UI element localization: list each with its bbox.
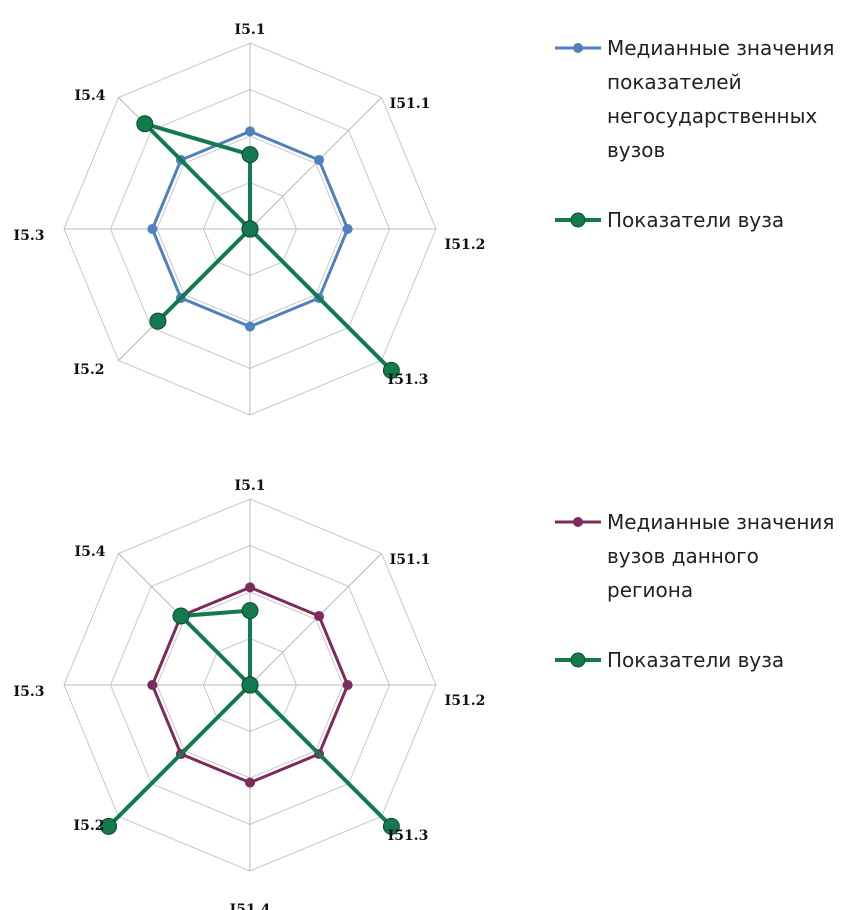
axis-label-I5.4: I5.4 — [75, 544, 106, 560]
legend-item-1: Медианные значения показателей негосударст… — [555, 36, 834, 162]
legend-label-line: негосударственных — [607, 104, 817, 128]
legend-label-line: Показатели вуза — [607, 648, 784, 672]
axis-label-I51.2: I51.2 — [445, 237, 486, 253]
axis-label-I51.3: I51.3 — [388, 828, 429, 844]
legend-swatch-marker — [570, 652, 586, 668]
data-point-I5.1 — [245, 126, 255, 137]
data-point-I51.1 — [314, 154, 325, 165]
data-point-I5.3 — [147, 680, 158, 690]
data-point-I51.2 — [342, 680, 353, 690]
data-point-I51.2 — [342, 224, 353, 234]
legend-label-line: вузов — [607, 138, 665, 162]
data-point-I5.1 — [245, 582, 255, 593]
axis-label-I5.2: I5.2 — [74, 818, 105, 834]
legend-item-2: Показатели вуза — [555, 648, 784, 672]
axis-label-I51.2: I51.2 — [445, 693, 486, 709]
data-point-I5.2 — [100, 817, 118, 835]
legend: Медианные значения показателей негосударст… — [555, 36, 834, 232]
axis-label-I51.3: I51.3 — [388, 372, 429, 388]
data-point-I51.4 — [245, 321, 255, 332]
series-line — [142, 121, 394, 373]
axis-label-I5.3: I5.3 — [14, 228, 45, 244]
data-point-I5.4 — [172, 607, 190, 625]
clip-band — [0, 445, 520, 465]
data-point-I5.1 — [241, 146, 259, 164]
axis-label-I5.1: I5.1 — [235, 478, 266, 494]
axis-label-I5.2: I5.2 — [74, 362, 105, 378]
series-2 — [136, 115, 400, 379]
legend-label-line: Показатели вуза — [607, 208, 784, 232]
series-line — [106, 608, 394, 829]
radar-chart-1: I5.1I51.1I51.2I51.3I51.4I5.2I5.3I5.4Меди… — [0, 22, 834, 465]
data-point-I5.4 — [136, 115, 154, 133]
radar-chart-2: I5.1 I51.1 I51.2 I51.3 I51.4 I5.2 I5.3 I5.4 Меди… — [14, 478, 835, 910]
data-point-I51.4 — [245, 777, 255, 788]
data-point-I5.3 — [241, 220, 259, 238]
axis-label-I5.1: I5.1 — [235, 22, 266, 38]
legend-item-1: Медианные значения вузов данного региона — [555, 510, 834, 602]
data-point-I51.1 — [314, 610, 325, 621]
legend-swatch-marker — [573, 43, 583, 53]
data-point-I5.1 — [241, 602, 259, 620]
axis-label-I51.4: I51.4 — [230, 902, 271, 910]
series-2 — [100, 602, 400, 835]
legend-item-2: Показатели вуза — [555, 208, 784, 232]
axis-label-I51.1: I51.1 — [390, 552, 431, 568]
data-point-I5.3 — [147, 224, 158, 234]
legend-swatch-marker — [570, 212, 586, 228]
legend-label-line: Медианные значения — [607, 36, 834, 60]
legend-label-line: Медианные значения — [607, 510, 834, 534]
data-point-I5.2 — [149, 312, 167, 330]
axis-label-I51.1: I51.1 — [390, 96, 431, 112]
data-point-I51.3 — [382, 817, 400, 835]
axis-label-I5.4: I5.4 — [75, 88, 106, 104]
axis-label-I5.3: I5.3 — [14, 684, 45, 700]
legend-label-line: показателей — [607, 70, 742, 94]
legend-swatch-marker — [573, 517, 583, 527]
legend-label-line: вузов данного — [607, 544, 759, 568]
data-point-I5.3 — [241, 676, 259, 694]
data-point-I51.3 — [382, 361, 400, 379]
legend: Медианные значения вузов данного региона По… — [555, 510, 834, 672]
legend-label-line: региона — [607, 578, 693, 602]
